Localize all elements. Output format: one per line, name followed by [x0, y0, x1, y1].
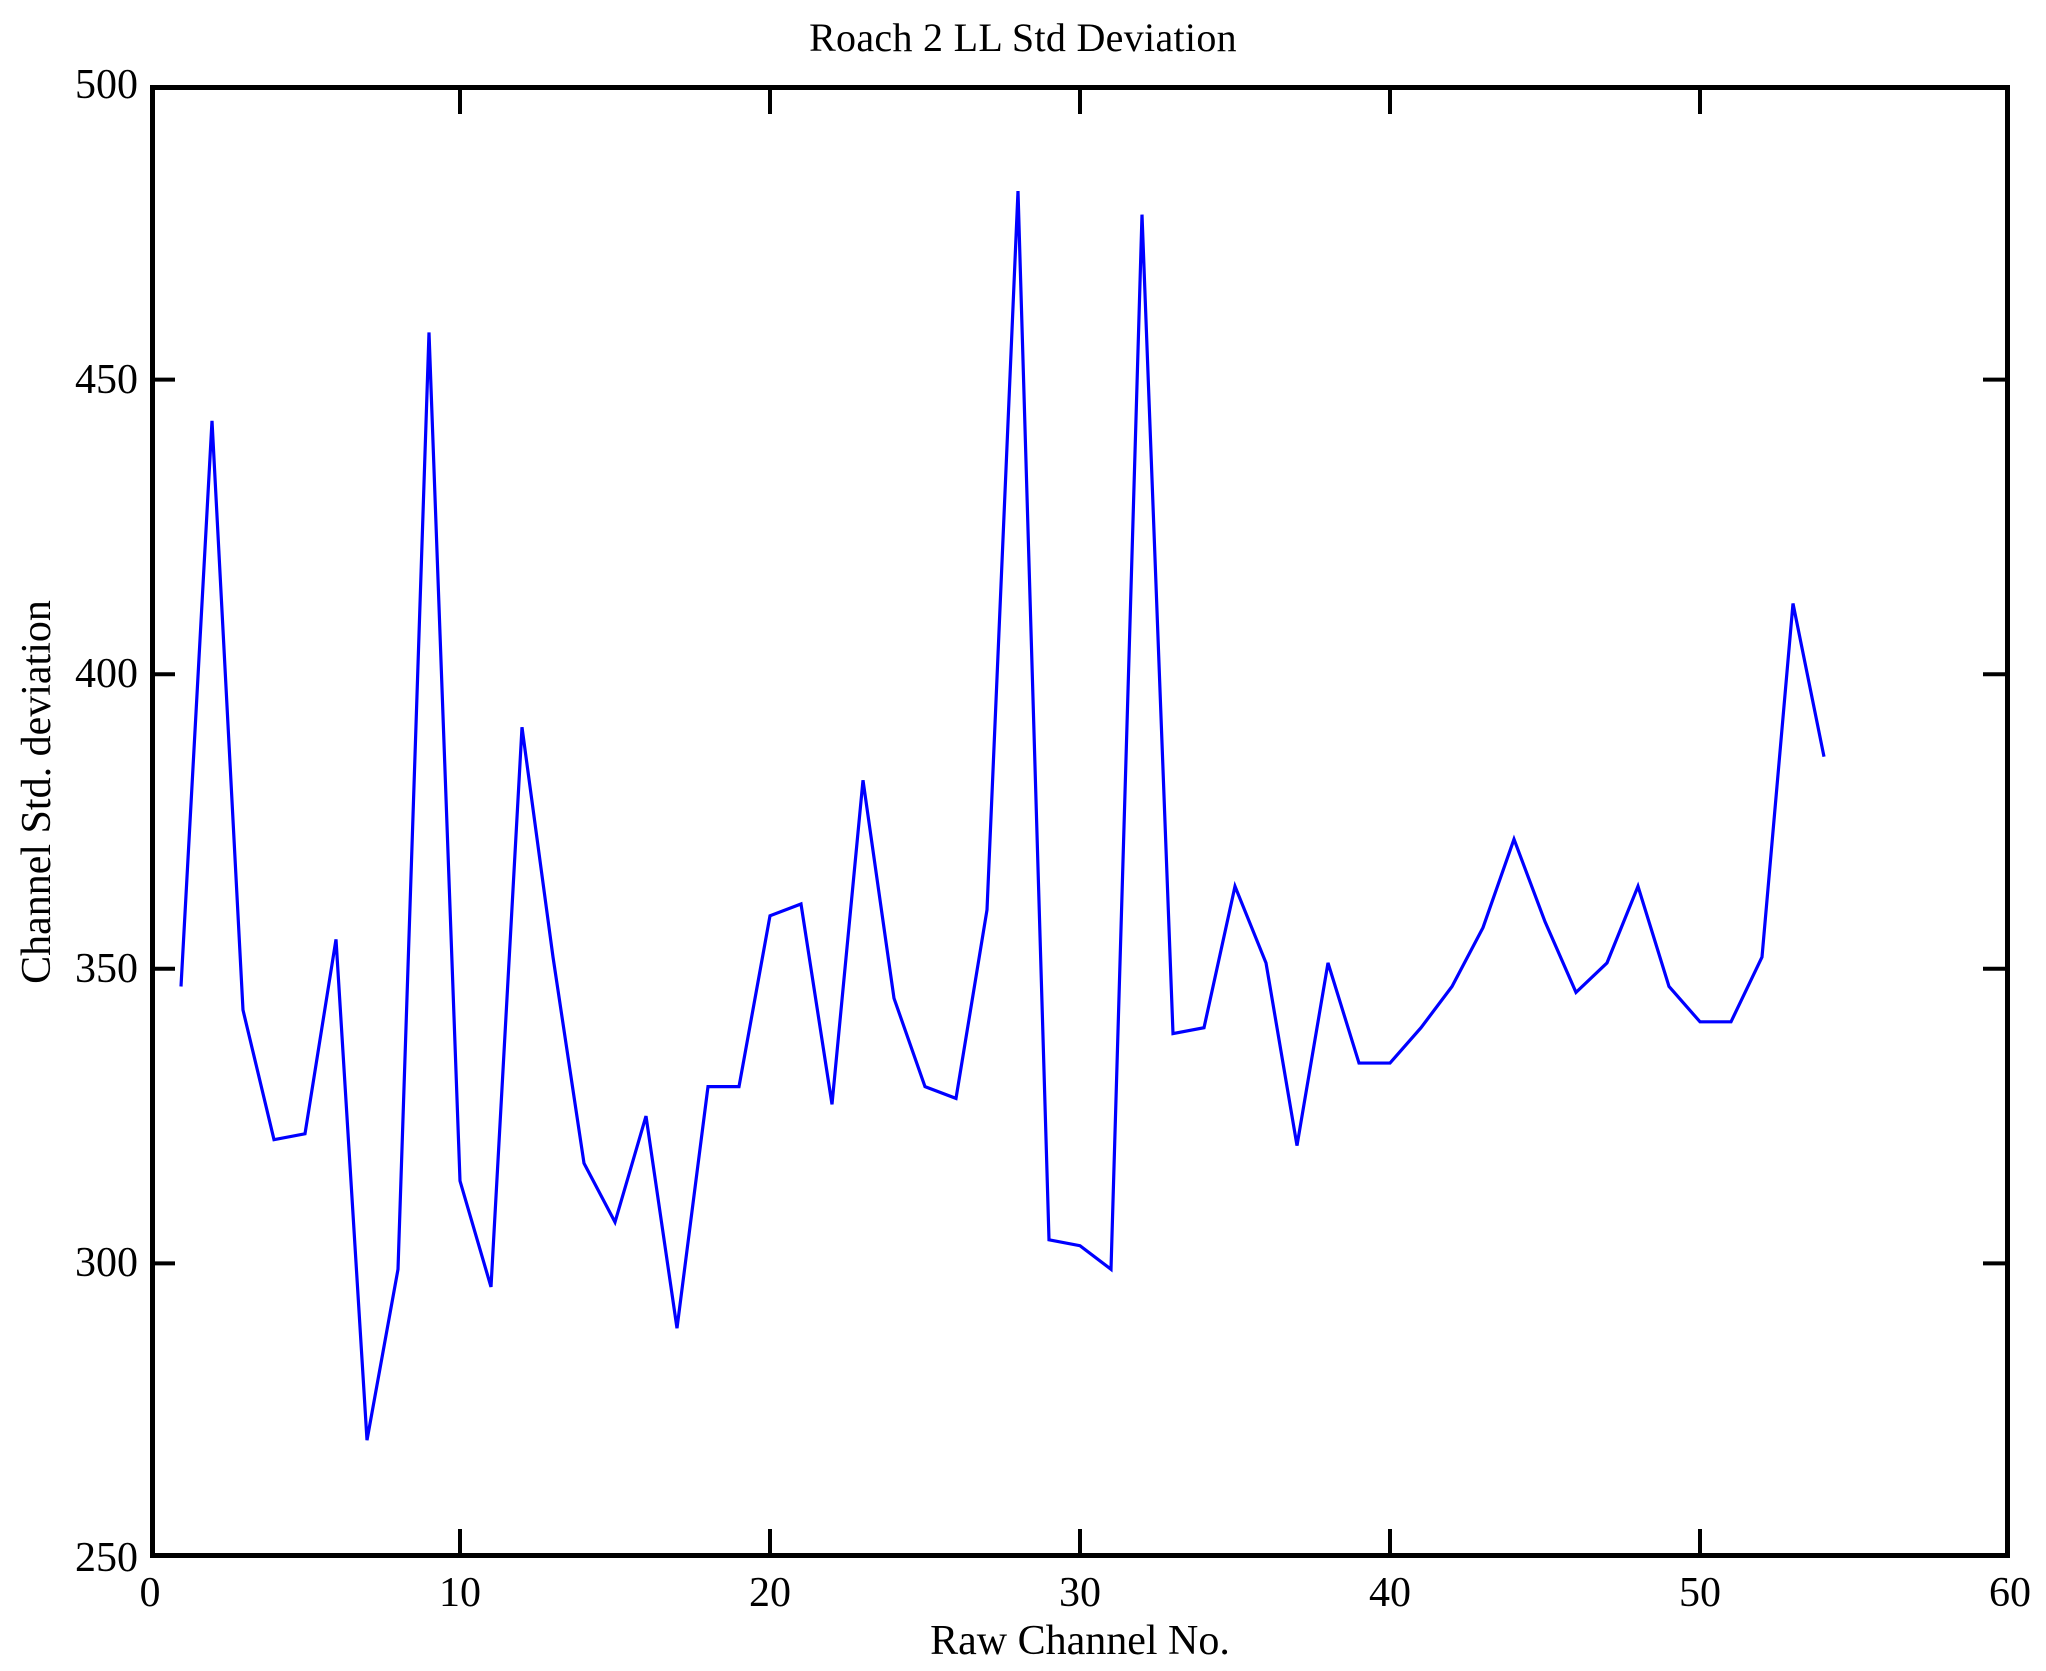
plot-area	[150, 85, 2010, 1558]
chart-title: Roach 2 LL Std Deviation	[809, 15, 1237, 60]
y-tick-label-450: 450	[75, 356, 138, 403]
x-axis-label: Raw Channel No.	[930, 1618, 1230, 1664]
data-series-layer	[179, 190, 1826, 1441]
y-axis-tick-labels: 500 450 400 350 300 250	[0, 64, 138, 1579]
y-tick-label-400: 400	[75, 651, 138, 698]
x-tick-label-10: 10	[439, 1570, 481, 1616]
y-tick-label-300: 300	[75, 1240, 138, 1287]
y-tick-label-350: 350	[75, 945, 138, 992]
x-axis-tick-labels: 0 10 20 30 40 50 60	[140, 1570, 2032, 1626]
x-tick-label-50: 50	[1679, 1570, 1721, 1616]
y-tick-label-250: 250	[75, 1535, 138, 1581]
x-tick-label-0: 0	[139, 1570, 161, 1616]
x-tick-label-60: 60	[1989, 1570, 2031, 1616]
x-tick-label-20: 20	[749, 1570, 791, 1616]
y-tick-label-500: 500	[75, 62, 138, 108]
x-tick-label-40: 40	[1369, 1570, 1411, 1616]
data-line-series-0	[179, 190, 1826, 1441]
x-tick-label-30: 30	[1059, 1570, 1101, 1616]
